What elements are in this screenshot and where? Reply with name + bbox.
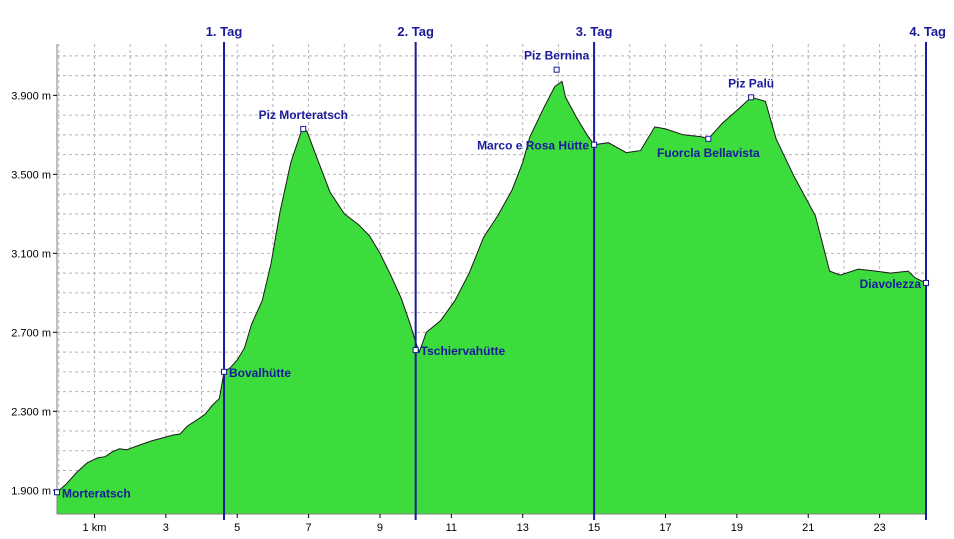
waypoint-marker xyxy=(300,125,307,132)
waypoint-marker xyxy=(221,368,228,375)
y-tick-label: 3.900 m xyxy=(11,90,51,102)
x-tick-label: 11 xyxy=(446,522,457,534)
axes: 1.900 m 2.300 m 2.700 m 3.100 m 3.500 m 3.900… xyxy=(11,44,926,534)
day-marker-label: 4. Tag xyxy=(909,24,946,39)
x-tick-label: 5 xyxy=(234,522,240,534)
y-tick-label: 3.100 m xyxy=(11,248,51,260)
y-tick-label: 3.500 m xyxy=(11,169,51,181)
x-tick-label: 23 xyxy=(873,522,885,534)
waypoint-label: Tschiervahütte xyxy=(421,344,506,358)
waypoint-marker xyxy=(412,347,419,354)
waypoint-marker xyxy=(748,94,755,101)
waypoint-label: Morteratsch xyxy=(62,486,131,500)
waypoint-label: Piz Morteratsch xyxy=(259,108,348,122)
waypoint-label: Fuorcla Bellavista xyxy=(657,146,760,160)
waypoint-marker xyxy=(54,489,60,496)
waypoint-marker xyxy=(923,279,929,286)
waypoint-label: Marco e Rosa Hütte xyxy=(477,139,589,153)
y-tick-label: 2.300 m xyxy=(11,406,51,418)
day-marker-label: 2. Tag xyxy=(397,24,434,39)
y-tick-label: 1.900 m xyxy=(11,485,51,497)
waypoints: Morteratsch Bovalhütte Piz Morteratsch Tsch… xyxy=(54,49,929,500)
x-tick-label: 13 xyxy=(517,522,529,534)
day-marker-label: 1. Tag xyxy=(206,24,243,39)
waypoint-label: Bovalhütte xyxy=(229,366,291,380)
x-tick-label: 17 xyxy=(659,522,671,534)
elevation-area-fill xyxy=(57,81,926,514)
waypoint-label: Diavolezza xyxy=(860,277,922,291)
x-tick-label: 21 xyxy=(802,522,814,534)
x-tick-label: 19 xyxy=(731,522,743,534)
x-tick-label: 1 km xyxy=(83,522,107,534)
waypoint-marker xyxy=(591,141,598,148)
waypoint-marker xyxy=(705,135,712,142)
waypoint-marker xyxy=(553,66,560,73)
day-marker-label: 3. Tag xyxy=(576,24,613,39)
y-tick-label: 2.700 m xyxy=(11,327,51,339)
waypoint-label: Piz Palü xyxy=(728,76,774,90)
x-tick-label: 15 xyxy=(588,522,600,534)
x-tick-label: 7 xyxy=(306,522,312,534)
waypoint-label: Piz Bernina xyxy=(524,49,590,63)
x-tick-label: 3 xyxy=(163,522,169,534)
x-tick-label: 9 xyxy=(377,522,383,534)
